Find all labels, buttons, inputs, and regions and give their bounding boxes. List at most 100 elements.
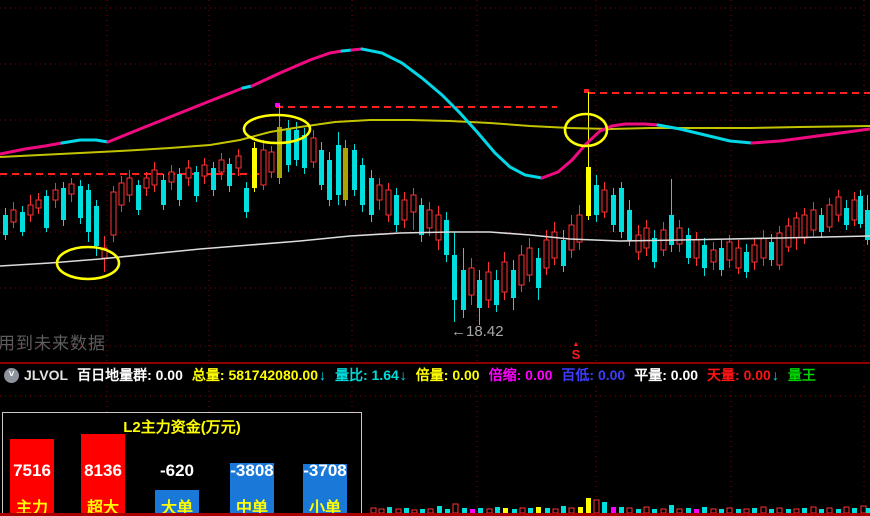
volume-bar	[387, 507, 392, 513]
candle	[435, 206, 442, 250]
volume-bar	[536, 507, 541, 513]
candle	[561, 230, 566, 272]
l2-funds-panel[interactable]: L2主力资金(万元) 7516 主力 8136 超大 -620 大单 -3808 中单 -370…	[2, 412, 362, 516]
candle	[835, 190, 842, 222]
candle	[702, 238, 707, 276]
candle	[227, 158, 232, 192]
candle	[52, 183, 59, 208]
candle	[426, 202, 433, 236]
candle	[744, 244, 749, 278]
status-item: JLVOL	[24, 367, 69, 383]
candle	[444, 212, 449, 262]
volume-bar	[503, 508, 508, 513]
candle	[586, 92, 591, 220]
watermark-text: 用到未来数据	[0, 334, 106, 353]
volume-bar	[736, 509, 741, 513]
candle	[319, 142, 324, 190]
volume-bar	[420, 509, 425, 513]
candle	[136, 180, 141, 215]
candle	[485, 262, 492, 308]
l2-panel-title: L2主力资金(万元)	[123, 419, 241, 436]
candle	[118, 176, 125, 212]
l2-fund-value: 8136	[84, 461, 122, 480]
volume-bar	[669, 505, 674, 513]
peak-dot	[275, 103, 280, 107]
candle	[294, 122, 299, 166]
down-arrow-icon: ↓	[318, 367, 326, 383]
candle	[68, 178, 75, 202]
thick-ma-segment-magenta	[750, 127, 870, 145]
thick-ma-segment-cyan	[60, 138, 110, 145]
candle	[369, 170, 374, 222]
l2-fund-bar	[155, 490, 199, 516]
thick-ma-segment-magenta	[106, 86, 245, 144]
thick-ma-segment-cyan	[241, 84, 254, 90]
l2-fund-bar	[10, 439, 54, 516]
candlestick-chart-canvas[interactable]	[0, 0, 870, 362]
volume-bar	[702, 507, 707, 513]
l2-fund-label: 大单	[160, 500, 193, 516]
candle	[760, 230, 767, 266]
candle	[161, 174, 166, 210]
volume-bar	[445, 509, 450, 513]
pane-separator-line	[0, 362, 870, 364]
l2-fund-label: 中单	[235, 500, 268, 516]
candle	[660, 222, 667, 256]
candle	[35, 193, 42, 214]
candle	[151, 162, 158, 192]
highlight-circle	[563, 112, 609, 148]
l2-fund-value: -3808	[230, 461, 274, 480]
candle	[194, 166, 199, 202]
candle	[86, 184, 91, 242]
candle	[819, 208, 824, 238]
l2-fund-label: 主力	[15, 500, 48, 516]
candle	[352, 144, 357, 196]
volume-bar	[437, 506, 442, 513]
candle	[394, 188, 399, 232]
l2-fund-value: -620	[159, 461, 195, 480]
volume-bar	[752, 508, 757, 513]
candle	[327, 152, 332, 206]
candle	[669, 179, 674, 252]
volume-bar	[611, 507, 616, 513]
candle	[185, 160, 192, 186]
candle	[252, 142, 257, 192]
status-item: 百日地量群: 0.00	[77, 367, 183, 383]
thick-ma-segment-cyan	[360, 47, 544, 180]
status-item: 百低: 0.00	[561, 367, 626, 383]
candle	[652, 230, 657, 268]
candle	[686, 228, 691, 264]
white-ma-line	[0, 231, 870, 267]
candle	[78, 180, 83, 224]
status-item: 天量: 0.00↓	[707, 367, 779, 383]
thick-ma-segment-magenta	[0, 141, 64, 156]
candle	[61, 182, 66, 226]
candle	[710, 242, 717, 270]
yellow-ma-line	[0, 119, 870, 158]
candle	[627, 200, 632, 246]
candle	[268, 146, 275, 178]
candle	[594, 175, 599, 222]
volume-bar	[462, 508, 467, 513]
l2-fund-value: 7516	[13, 461, 51, 480]
highlight-circle	[242, 113, 312, 145]
sell-arrow-icon: ▲	[572, 341, 580, 348]
indicator-status-bar[interactable]: ˅ JLVOL 百日地量群: 0.00 总量: 581742080.00↓ 量比: 1…	[0, 364, 870, 386]
collapse-chevron-icon[interactable]: ˅	[4, 367, 19, 383]
status-item: 量王	[787, 367, 816, 383]
thick-ma-segment-magenta	[540, 122, 660, 180]
candle	[468, 258, 475, 305]
peak-dot	[584, 89, 589, 93]
volume-bar	[769, 509, 774, 513]
candle	[635, 225, 642, 260]
volume-bar	[593, 499, 600, 514]
volume-bar	[452, 503, 459, 514]
candle	[719, 240, 724, 276]
candle	[601, 182, 608, 218]
volume-bar	[470, 509, 475, 513]
candle	[410, 188, 417, 230]
candle	[726, 235, 733, 268]
candle	[168, 165, 175, 190]
down-arrow-icon: ↓	[399, 367, 407, 383]
candle	[851, 192, 858, 226]
